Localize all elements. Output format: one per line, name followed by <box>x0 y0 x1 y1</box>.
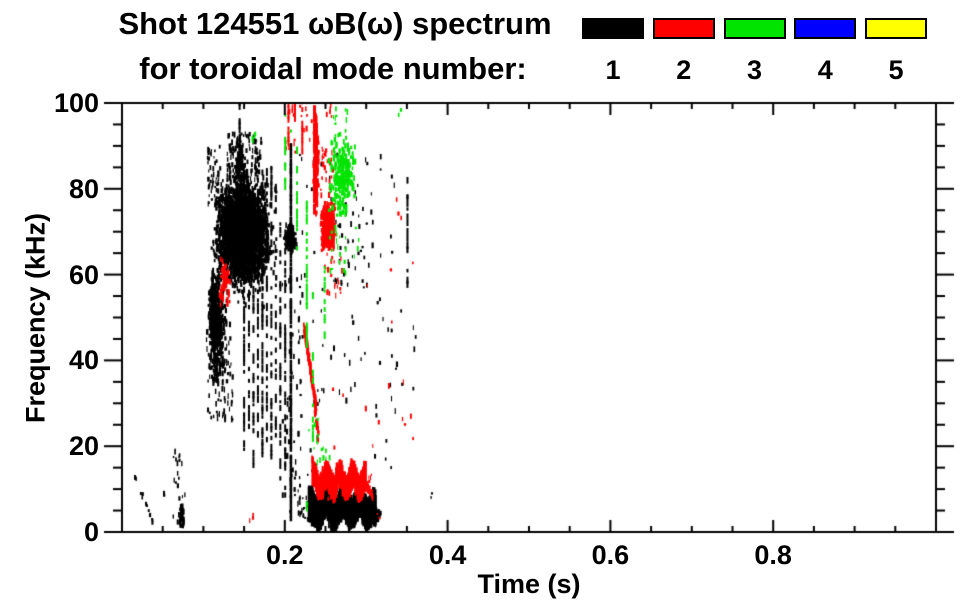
x-tick-label-0.6: 0.6 <box>591 540 630 570</box>
legend-swatch-n3 <box>723 18 786 39</box>
legend-label-n4: 4 <box>817 55 833 85</box>
y-tick-label-0: 0 <box>83 517 99 547</box>
legend-swatch-n4 <box>794 18 857 39</box>
y-tick-label-80: 80 <box>68 173 99 204</box>
y-tick-label-60: 60 <box>68 259 99 290</box>
x-tick-label-0.8: 0.8 <box>754 540 792 570</box>
chart-title: Shot 124551 ωB(ω) spectrum <box>118 6 552 41</box>
x-tick-label-0.4: 0.4 <box>428 540 467 570</box>
legend-swatch-n5 <box>865 18 927 39</box>
legend-label-n1: 1 <box>605 55 621 85</box>
legend-label-n2: 2 <box>676 55 692 85</box>
x-axis-label: Time (s) <box>477 569 581 599</box>
legend-swatch-n1 <box>582 18 644 39</box>
y-axis-label: Frequency (kHz) <box>20 212 51 424</box>
y-tick-label-100: 100 <box>53 88 99 118</box>
y-tick-label-40: 40 <box>68 345 99 376</box>
y-tick-label-20: 20 <box>68 431 99 462</box>
chart-subtitle: for toroidal mode number: <box>139 51 527 86</box>
legend-label-n5: 5 <box>888 55 904 85</box>
legend-swatch-n2 <box>652 18 715 39</box>
x-tick-label-0.2: 0.2 <box>266 540 304 570</box>
legend-label-n3: 3 <box>746 55 763 85</box>
